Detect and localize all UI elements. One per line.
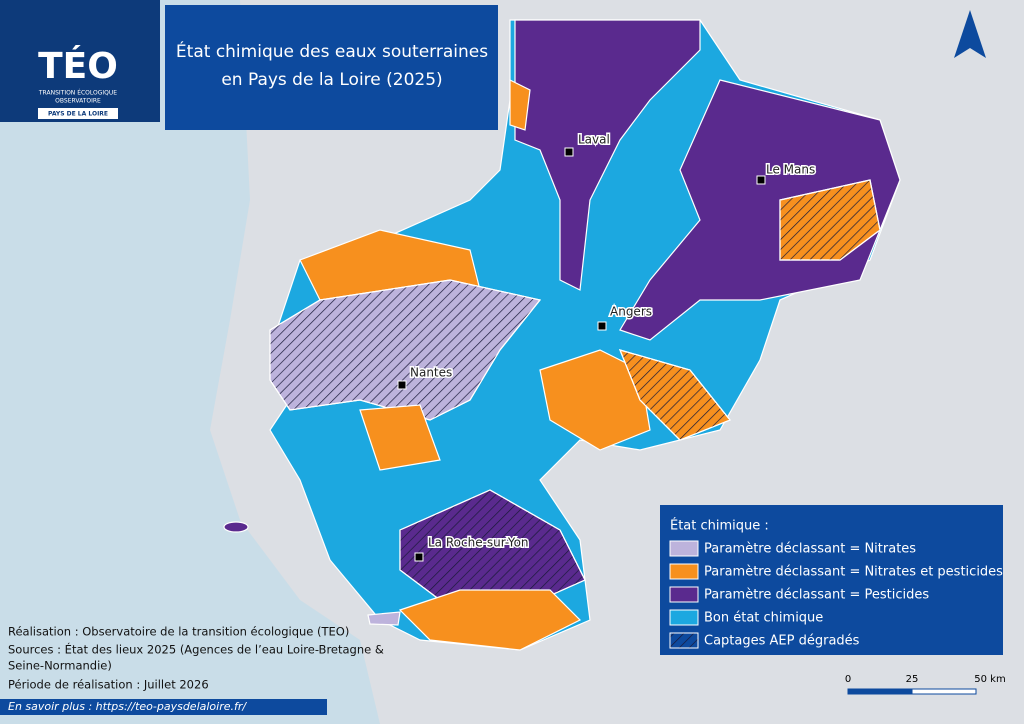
nitrates-pesticides: [398, 589, 582, 651]
logo-box: [0, 0, 160, 122]
legend-swatch: [669, 586, 699, 603]
scale-bar: 0 25 50 km: [845, 674, 1006, 695]
city-label: Nantes: [410, 366, 452, 380]
legend-swatch: [669, 632, 699, 649]
credit-line: Réalisation : Observatoire de la transit…: [8, 625, 349, 639]
nitrates-pesticides: [539, 349, 651, 451]
legend-label: Paramètre déclassant = Nitrates et pesti…: [704, 565, 1003, 580]
nitrates: [367, 611, 401, 626]
legend-swatch: [669, 563, 699, 580]
legend-label: Captages AEP dégradés: [704, 634, 860, 649]
credit-line: Seine-Normandie): [8, 659, 112, 673]
legend-label: Paramètre déclassant = Nitrates: [704, 542, 916, 557]
legend-swatch: [669, 540, 699, 557]
sea: [0, 0, 380, 724]
logo-name: TÉO: [38, 45, 118, 87]
island: [223, 521, 249, 533]
legend-box: [660, 505, 1003, 655]
logo-line: TRANSITION ÉCOLOGIQUE: [38, 89, 117, 97]
scale-label: 50 km: [974, 674, 1005, 685]
legend-title: État chimique :: [670, 518, 769, 534]
city-markers: [397, 147, 766, 562]
credit-line: Sources : État des lieux 2025 (Agences d…: [8, 642, 384, 657]
legend-items: Paramètre déclassant = Nitrates Paramètre…: [669, 540, 1003, 649]
city-label: Angers: [610, 305, 652, 319]
hatch: [269, 279, 542, 421]
logo-line: OBSERVATOIRE: [55, 98, 101, 105]
scale-label: 0: [845, 674, 851, 685]
city-label: Laval: [578, 133, 610, 147]
city-labels: Laval Le Mans Angers Nantes La Roche-sur…: [409, 131, 817, 551]
logo-region: PAYS DE LA LOIRE: [48, 111, 108, 118]
north-arrow: [954, 10, 986, 58]
city-label: La Roche-sur-Yon: [428, 536, 529, 550]
legend-label: Bon état chimique: [704, 611, 823, 626]
hatch: [399, 489, 586, 601]
regions: [223, 19, 901, 651]
pesticides: [514, 19, 701, 291]
legend-swatch: [669, 609, 699, 626]
pesticides: [619, 79, 901, 341]
title-box: [165, 5, 498, 130]
legend-label: Paramètre déclassant = Pesticides: [704, 588, 929, 603]
hatch: [618, 179, 881, 441]
logo-band: [38, 108, 118, 119]
scale-label: 25: [906, 674, 919, 685]
city-label: Le Mans: [766, 163, 815, 177]
link-bar: [0, 699, 327, 715]
title: en Pays de la Loire (2025): [221, 70, 442, 90]
credit-line: Période de réalisation : Juillet 2026: [8, 678, 209, 692]
nitrates-pesticides: [509, 79, 531, 131]
title: État chimique des eaux souterraines: [176, 40, 488, 62]
link[interactable]: En savoir plus : https://teo-paysdelaloi…: [8, 700, 247, 713]
credits: Réalisation : Observatoire de la transit…: [8, 625, 384, 692]
